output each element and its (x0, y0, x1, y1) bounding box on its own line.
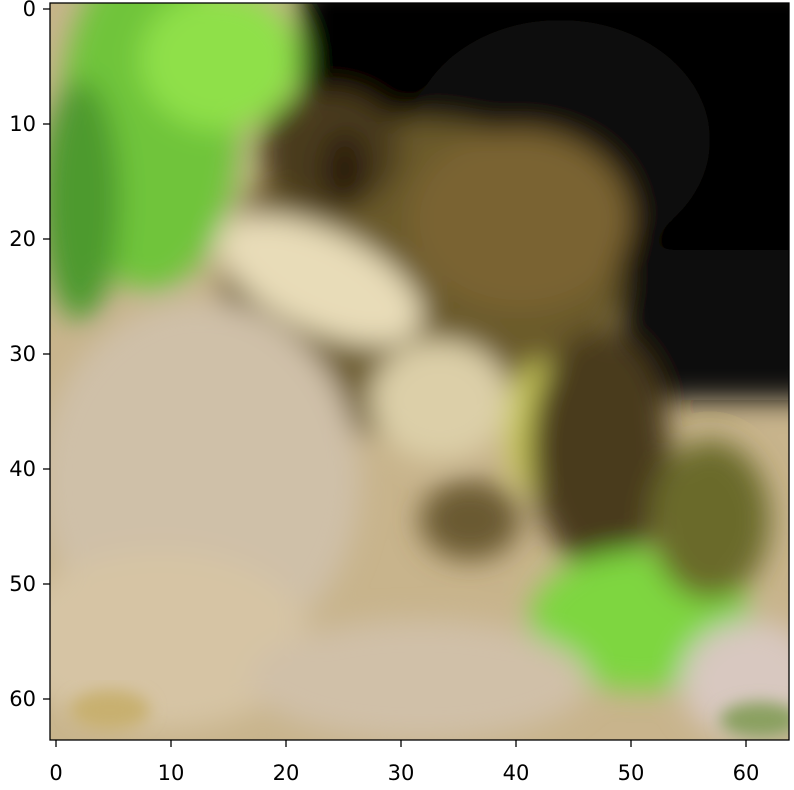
y-tick-label: 30 (9, 342, 36, 366)
x-tick-label: 0 (49, 761, 62, 785)
image-content (50, 3, 789, 740)
x-tick-label: 10 (158, 761, 185, 785)
y-tick-label: 60 (9, 687, 36, 711)
x-tick-label: 50 (618, 761, 645, 785)
y-tick-label: 40 (9, 457, 36, 481)
x-tick-label: 60 (733, 761, 760, 785)
y-tick-label: 10 (9, 112, 36, 136)
x-tick-label: 40 (503, 761, 530, 785)
x-tick-label: 20 (273, 761, 300, 785)
y-tick-label: 20 (9, 227, 36, 251)
y-axis: 0 10 20 30 40 50 60 (9, 0, 50, 711)
plot-frame (49, 2, 790, 741)
x-axis: 0 10 20 30 40 50 60 (49, 740, 759, 785)
x-tick-label: 30 (388, 761, 415, 785)
y-tick-label: 50 (9, 572, 36, 596)
y-tick-label: 0 (23, 0, 36, 21)
